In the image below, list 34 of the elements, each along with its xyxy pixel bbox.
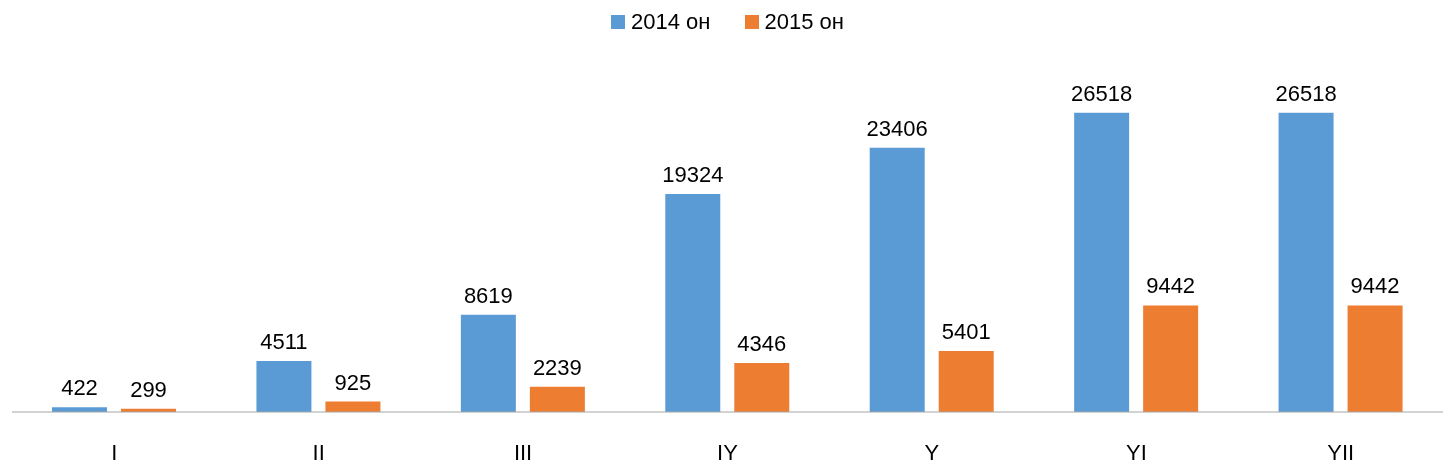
bar xyxy=(869,147,925,412)
data-label: 2239 xyxy=(532,354,582,380)
bar xyxy=(1278,112,1334,412)
bar xyxy=(1347,305,1403,412)
bar xyxy=(665,193,721,412)
bar xyxy=(529,386,585,412)
bar xyxy=(256,361,312,412)
data-label: 4511 xyxy=(260,329,308,355)
x-tick-label: Y xyxy=(924,439,940,464)
bar xyxy=(734,362,790,412)
bar xyxy=(460,314,516,412)
bar xyxy=(938,351,994,412)
bar xyxy=(1074,112,1130,412)
legend-label: 2015 он xyxy=(764,9,844,35)
data-label: 8619 xyxy=(463,282,513,308)
data-label: 19324 xyxy=(662,161,724,187)
x-tick-label: III xyxy=(513,439,533,464)
data-label: 299 xyxy=(130,376,167,402)
x-tick-label: YII xyxy=(1327,439,1355,464)
data-label: 5401 xyxy=(941,319,991,345)
x-tick-label: YI xyxy=(1125,439,1147,464)
legend-label: 2014 он xyxy=(631,9,711,35)
data-label: 4346 xyxy=(737,330,787,356)
bar xyxy=(1143,305,1199,412)
data-label: 925 xyxy=(334,369,372,395)
data-label: 9442 xyxy=(1146,273,1196,299)
x-tick-label: I xyxy=(111,439,118,464)
data-label: 26518 xyxy=(1071,80,1133,106)
x-tick-label: II xyxy=(312,439,325,464)
data-label: 422 xyxy=(61,375,98,401)
data-label: 23406 xyxy=(866,115,928,141)
data-label: 26518 xyxy=(1275,80,1337,106)
x-tick-label: IY xyxy=(717,439,739,464)
data-label: 9442 xyxy=(1350,273,1400,299)
